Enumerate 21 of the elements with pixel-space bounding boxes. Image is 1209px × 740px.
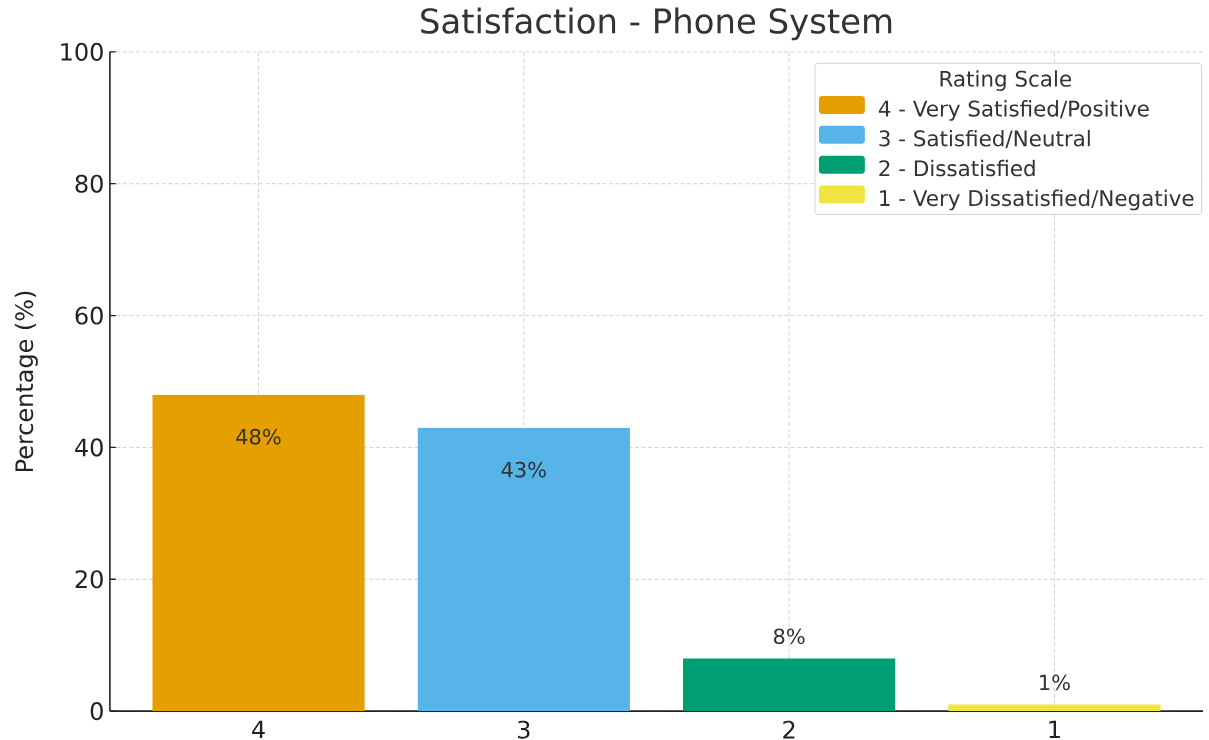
legend-label: 3 - Satisfied/Neutral (879, 129, 1090, 149)
y-tick-label: 40 (75, 438, 103, 457)
x-tick-label: 2 (783, 720, 795, 739)
x-tick-label: 4 (252, 720, 265, 739)
y-tick-label: 80 (75, 174, 103, 193)
legend-title: Rating Scale (940, 70, 1071, 91)
y-tick-label: 60 (75, 306, 103, 325)
legend-label: 4 - Very Satisfied/Positive (878, 100, 1149, 121)
chart-title: Satisfaction - Phone System (421, 7, 892, 41)
data-label: 48% (236, 428, 281, 445)
y-tick-label: 100 (61, 42, 103, 61)
x-tick-label: 1 (1049, 720, 1060, 739)
y-tick-label: 0 (90, 702, 103, 721)
data-label: 43% (501, 461, 546, 478)
x-tick-label: 3 (518, 720, 530, 739)
y-tick-label: 20 (75, 570, 103, 589)
y-axis-title: Percentage (%) (14, 291, 38, 471)
data-label: 1% (1040, 674, 1070, 691)
legend-label: 1 - Very Dissatisfied/Negative (880, 189, 1194, 211)
data-label: 8% (773, 628, 805, 645)
legend-label: 2 - Dissatisfied (879, 159, 1035, 177)
